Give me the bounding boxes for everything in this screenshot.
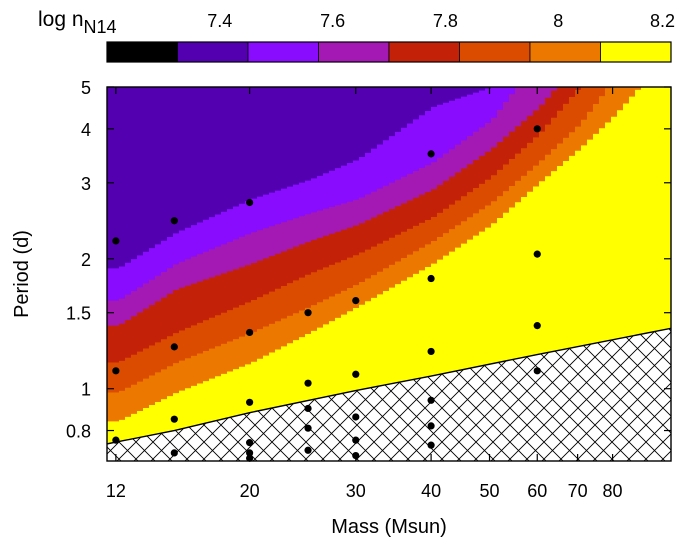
colorbar-tick-label: 8	[553, 11, 563, 31]
y-axis-title: Period (d)	[11, 230, 33, 318]
colorbar	[106, 41, 672, 63]
data-point	[533, 367, 541, 375]
data-points	[112, 125, 541, 462]
plot-frame	[106, 86, 672, 462]
colorbar-frame	[106, 41, 672, 63]
x-tick-label: 20	[240, 481, 260, 501]
y-tick-label: 4	[81, 120, 91, 140]
y-tick-label: 5	[81, 78, 91, 98]
data-point	[352, 370, 360, 378]
colorbar-tick-label: 7.6	[320, 11, 345, 31]
colorbar-band-5	[459, 41, 531, 63]
y-tick-label: 2	[81, 250, 91, 270]
x-tick-label: 80	[603, 481, 623, 501]
data-point	[170, 415, 178, 423]
data-point	[170, 217, 178, 225]
data-point	[246, 439, 254, 447]
x-tick-label: 60	[527, 481, 547, 501]
x-axis-ticks: 12 20 30 40 50 60 70 80	[106, 87, 623, 501]
x-axis-title: Mass (Msun)	[331, 516, 447, 538]
colorbar-tick-label: 7.4	[207, 11, 232, 31]
data-point	[352, 436, 360, 444]
data-point	[170, 449, 178, 457]
data-point	[246, 198, 254, 207]
colorbar-band-0	[106, 41, 178, 63]
data-point	[112, 367, 120, 375]
colorbar-band-2	[247, 41, 319, 63]
y-axis-ticks: 0.8 1 1.5 2 3 4 5	[66, 78, 671, 442]
colorbar-band-1	[177, 41, 249, 63]
y-tick-label: 1	[81, 380, 91, 400]
data-point	[533, 250, 541, 258]
data-point	[304, 379, 312, 387]
data-point	[427, 347, 435, 356]
data-point	[533, 322, 541, 330]
x-tick-label: 12	[106, 481, 126, 501]
data-point	[304, 446, 312, 454]
x-tick-label: 30	[346, 481, 366, 501]
colorbar-band-4	[388, 41, 460, 63]
data-point	[170, 343, 178, 351]
x-tick-label: 50	[480, 481, 500, 501]
data-point	[246, 449, 254, 457]
data-point	[246, 398, 254, 406]
data-point	[304, 424, 312, 432]
data-point	[304, 404, 312, 413]
colorbar-tick-label: 7.8	[433, 11, 458, 31]
colorbar-band-7	[600, 41, 672, 63]
y-tick-label: 1.5	[66, 304, 91, 324]
data-point	[427, 441, 435, 449]
data-point	[427, 274, 435, 283]
colorbar-band-6	[529, 41, 601, 63]
data-point	[352, 413, 360, 421]
y-tick-label: 0.8	[66, 422, 91, 442]
data-point	[112, 237, 120, 245]
plot-area	[107, 87, 671, 461]
data-point	[427, 150, 435, 158]
data-point	[533, 125, 541, 133]
colorbar-tick-label: 8.2	[650, 11, 675, 31]
x-tick-label: 40	[421, 481, 441, 501]
data-point	[427, 396, 435, 404]
data-point	[352, 296, 360, 305]
y-tick-label: 3	[81, 174, 91, 194]
colorbar-band-3	[318, 41, 390, 63]
data-point	[112, 436, 120, 444]
colorbar-label: log nN14	[38, 8, 117, 37]
x-tick-label: 70	[568, 481, 588, 501]
data-point	[304, 309, 312, 317]
hatched-excluded-region	[107, 327, 671, 461]
data-point	[246, 328, 254, 337]
data-point	[427, 422, 435, 430]
colorbar-tick-labels: 7.4 7.6 7.8 8 8.2	[207, 11, 675, 31]
